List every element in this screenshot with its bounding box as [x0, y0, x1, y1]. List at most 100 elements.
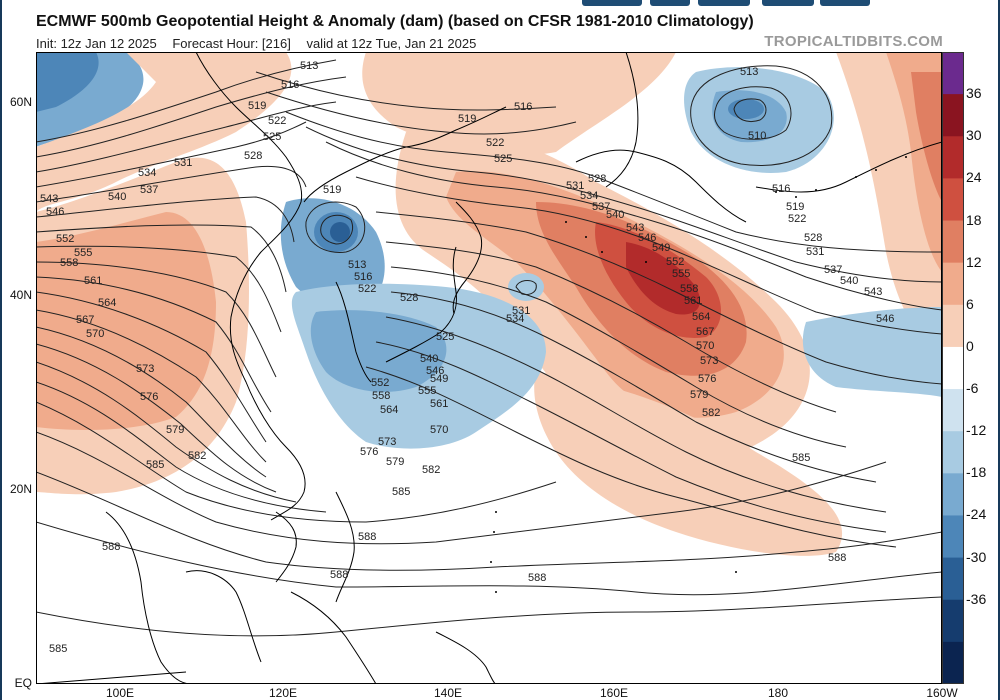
contour-label: 567	[696, 326, 714, 338]
nav-button[interactable]	[698, 0, 750, 6]
contour-label: 588	[102, 541, 120, 553]
colorbar-segment	[942, 262, 964, 306]
contour-label: 576	[698, 373, 716, 385]
contour-label: 540	[420, 353, 438, 365]
lat-label: 60N	[9, 95, 32, 109]
contour-label: 540	[840, 275, 858, 287]
colorbar-segment	[942, 178, 964, 222]
island-dots	[490, 156, 907, 593]
contour-label: 558	[680, 283, 698, 295]
contour-label: 513	[300, 60, 318, 72]
contour-label: 519	[458, 113, 476, 125]
contour-label: 570	[430, 424, 448, 436]
contour-label: 576	[140, 391, 158, 403]
colorbar-segment	[942, 52, 964, 95]
colorbar-border	[942, 52, 964, 684]
colorbar-tick-label: 36	[966, 85, 982, 102]
contour-label: 576	[360, 446, 378, 458]
colorbar-tick-label: 0	[966, 337, 974, 354]
contour-label: 528	[244, 150, 262, 162]
colorbar-segment	[942, 431, 964, 474]
contour-label: 522	[486, 137, 504, 149]
contour-label: 567	[76, 314, 94, 326]
contour-label: 546	[638, 232, 656, 244]
contour-label: 564	[692, 311, 710, 323]
contour-label: 573	[136, 363, 154, 375]
contour-label: 555	[672, 268, 690, 280]
colorbar-tick-label: 12	[966, 253, 982, 270]
colorbar-segment	[942, 599, 964, 643]
contour-label: 546	[426, 365, 444, 377]
colorbar-tick-label: -24	[966, 506, 987, 523]
chart-title: ECMWF 500mb Geopotential Height & Anomal…	[36, 13, 754, 30]
contour-label: 564	[98, 297, 116, 309]
contour-label: 516	[772, 183, 790, 195]
contour-label: 552	[666, 256, 684, 268]
contour-label: 573	[378, 436, 396, 448]
forecast-hour: Forecast Hour: [216]	[172, 36, 291, 51]
lon-label: 160E	[599, 686, 629, 700]
contour-label: 582	[702, 407, 720, 419]
contour-label: 519	[323, 184, 341, 196]
contour-label: 588	[528, 572, 546, 584]
contour-label: 561	[84, 275, 102, 287]
contour-label: 534	[580, 190, 598, 202]
lon-label: 160W	[926, 686, 958, 700]
colorbar-segment	[942, 473, 964, 516]
contour-label: 561	[430, 398, 448, 410]
colorbar-tick-label: 6	[966, 295, 974, 312]
contour-label: 531	[512, 305, 530, 317]
nav-button[interactable]	[582, 0, 642, 6]
contour-label: 540	[606, 209, 624, 221]
nav-button[interactable]	[820, 0, 870, 6]
coastlines	[36, 52, 942, 684]
contour-label: 549	[652, 242, 670, 254]
contour-label: 558	[60, 257, 78, 269]
colorbar-tick-label: 24	[966, 169, 982, 186]
contour-label-group: 513 516 519 522 525 528 531 534 537 540 …	[40, 60, 894, 655]
contour-label: 555	[74, 247, 92, 259]
contour-label: 546	[876, 313, 894, 325]
contour-label: 519	[786, 201, 804, 213]
nav-button[interactable]	[762, 0, 814, 6]
colorbar-segment	[942, 304, 964, 348]
colorbar-segment	[942, 220, 964, 264]
contour-label: 561	[684, 295, 702, 307]
contour-label: 519	[248, 100, 266, 112]
contour-label: 522	[358, 283, 376, 295]
contour-label: 585	[792, 452, 810, 464]
contour-label: 537	[140, 184, 158, 196]
colorbar-segment	[942, 557, 964, 601]
colorbar-tick-label: -18	[966, 464, 987, 481]
contour-label: 543	[626, 222, 644, 234]
lon-label: 140E	[433, 686, 463, 700]
contour-label: 570	[696, 340, 714, 352]
init-time: Init: 12z Jan 12 2025	[36, 36, 157, 51]
contour-label: 513	[740, 66, 758, 78]
valid-time: valid at 12z Tue, Jan 21 2025	[306, 36, 477, 51]
contour-label: 516	[514, 101, 532, 113]
colorbar-segment	[942, 641, 964, 684]
map-border	[36, 52, 942, 684]
contour-label: 531	[566, 180, 584, 192]
colorbar-segment	[942, 136, 964, 179]
contour-label: 585	[49, 643, 67, 655]
contour-label: 579	[690, 389, 708, 401]
colorbar-tick-label: -36	[966, 590, 987, 607]
contour-label: 516	[354, 271, 372, 283]
contour-label: 528	[804, 232, 822, 244]
contour-label: 582	[422, 464, 440, 476]
lon-label: 180	[767, 686, 789, 700]
contour-label: 585	[392, 486, 410, 498]
colorbar-tick-label: -30	[966, 548, 987, 565]
lat-label: EQ	[14, 676, 32, 690]
contour-label: 570	[86, 328, 104, 340]
contour-label: 525	[494, 153, 512, 165]
contour-label: 510	[748, 130, 766, 142]
contour-label: 522	[788, 213, 806, 225]
colorbar-segment	[942, 389, 964, 432]
contour-label: 585	[146, 459, 164, 471]
contour-label: 528	[588, 173, 606, 185]
nav-button[interactable]	[650, 0, 690, 6]
lat-label: 40N	[9, 288, 32, 302]
